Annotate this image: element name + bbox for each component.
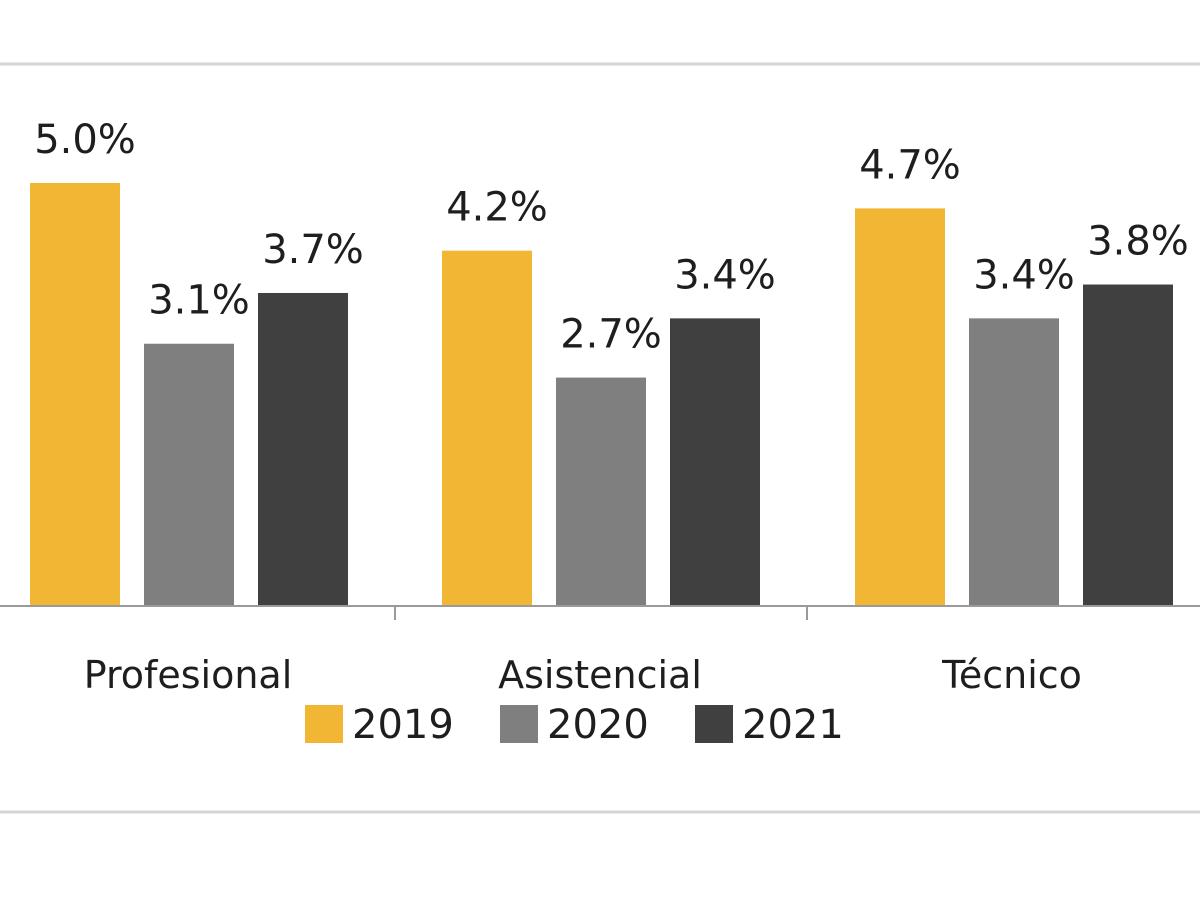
legend-label-2021: 2021 bbox=[742, 702, 844, 748]
bar-2021-0 bbox=[258, 292, 348, 606]
data-label-2021-2: 3.8% bbox=[1087, 219, 1189, 265]
data-label-2019-1: 4.2% bbox=[446, 185, 548, 231]
category-label-profesional: Profesional bbox=[84, 653, 293, 697]
bar-2021-1 bbox=[670, 318, 760, 606]
bar-2019-0 bbox=[30, 183, 120, 606]
bar-2019-2 bbox=[855, 208, 945, 606]
data-label-2020-2: 3.4% bbox=[973, 252, 1075, 298]
data-label-2019-2: 4.7% bbox=[859, 142, 961, 188]
data-label-2019-0: 5.0% bbox=[34, 117, 136, 163]
legend-swatch-2020 bbox=[500, 705, 538, 743]
legend-swatch-2021 bbox=[695, 705, 733, 743]
data-label-2021-0: 3.7% bbox=[262, 227, 364, 273]
bar-2021-2 bbox=[1083, 284, 1173, 606]
bar-2019-1 bbox=[442, 250, 532, 606]
data-label-2021-1: 3.4% bbox=[674, 252, 776, 298]
legend: 2019 2020 2021 bbox=[305, 702, 844, 748]
category-label-tecnico: Técnico bbox=[941, 653, 1082, 697]
legend-label-2019: 2019 bbox=[352, 702, 454, 748]
data-label-2020-0: 3.1% bbox=[148, 278, 250, 324]
bar-2020-0 bbox=[144, 343, 234, 606]
legend-swatch-2019 bbox=[305, 705, 343, 743]
legend-label-2020: 2020 bbox=[547, 702, 649, 748]
bar-2020-1 bbox=[556, 377, 646, 606]
category-label-asistencial: Asistencial bbox=[498, 653, 702, 697]
bar-2020-2 bbox=[969, 318, 1059, 606]
data-label-2020-1: 2.7% bbox=[560, 312, 662, 358]
